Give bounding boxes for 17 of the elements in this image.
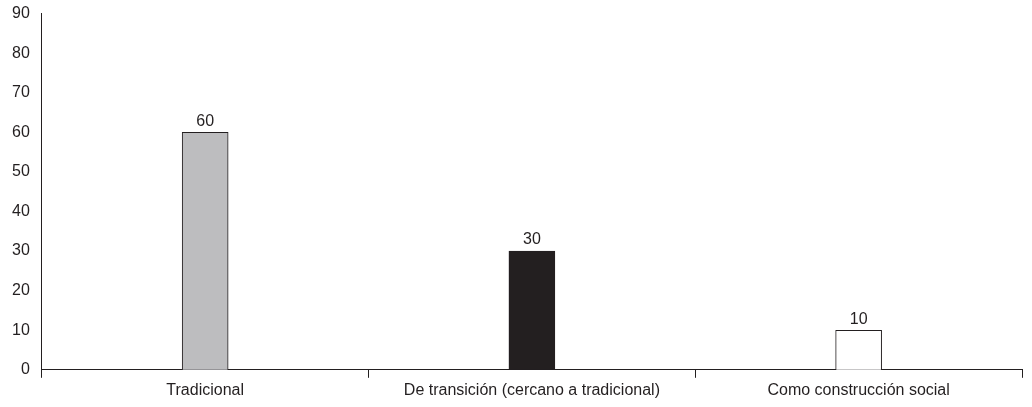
data-label: 10 [849,309,868,327]
y-tick-label: 60 [12,122,30,140]
bar [508,250,556,370]
y-tick-label: 90 [12,4,30,22]
y-tick-label: 40 [12,201,30,219]
x-tick-label: De transición (cercano a tradicional) [403,380,660,398]
y-tick-label: 80 [12,43,30,61]
data-label: 60 [196,111,215,129]
y-tick-label: 30 [12,241,30,259]
y-tick-label: 50 [12,162,30,180]
x-tick-label: Como construcción social [767,380,950,398]
data-label: 30 [523,230,541,248]
y-tick-label: 0 [20,360,30,378]
x-tick-label: Tradicional [166,380,244,398]
y-tick-label: 10 [12,320,30,338]
y-tick-label: 70 [12,83,30,101]
y-tick-label: 20 [12,281,30,299]
